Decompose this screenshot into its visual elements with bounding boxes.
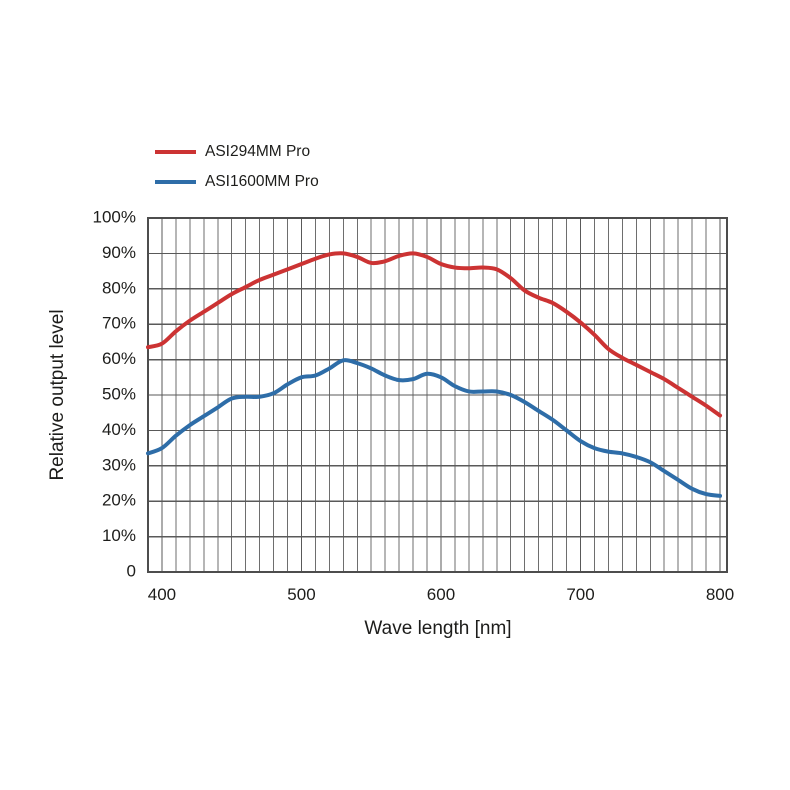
chart-legend: ASI294MM Pro ASI1600MM Pro [155,143,319,190]
y-tick-label: 0 [127,561,136,580]
x-tick-label: 400 [148,585,176,604]
x-tick-label: 600 [427,585,455,604]
y-axis-tick-labels: 0 10% 20% 30% 40% 50% 60% 70% 80% 90% 100% [93,207,136,580]
y-tick-label: 50% [102,384,136,403]
y-tick-label: 70% [102,314,136,333]
series-line-asi294mm-pro [146,251,723,418]
y-tick-label: 30% [102,455,136,474]
legend-label: ASI294MM Pro [205,143,310,160]
x-axis-tick-labels: 400 500 600 700 800 [148,585,734,604]
plot-area-frame [147,217,728,573]
legend-label: ASI1600MM Pro [205,173,319,190]
x-tick-label: 500 [287,585,315,604]
y-tick-label: 10% [102,526,136,545]
y-tick-label: 90% [102,243,136,262]
x-axis-title: Wave length [nm] [364,618,511,639]
series-line-asi1600mm-pro [146,358,723,498]
y-tick-label: 20% [102,491,136,510]
y-tick-label: 60% [102,349,136,368]
data-series-group [146,251,723,498]
grid-major-lines [148,218,727,572]
y-tick-label: 80% [102,278,136,297]
x-tick-label: 700 [566,585,594,604]
y-axis-title: Relative output level [47,309,68,480]
x-tick-label: 800 [706,585,734,604]
y-tick-label: 100% [93,207,136,226]
y-tick-label: 40% [102,420,136,439]
